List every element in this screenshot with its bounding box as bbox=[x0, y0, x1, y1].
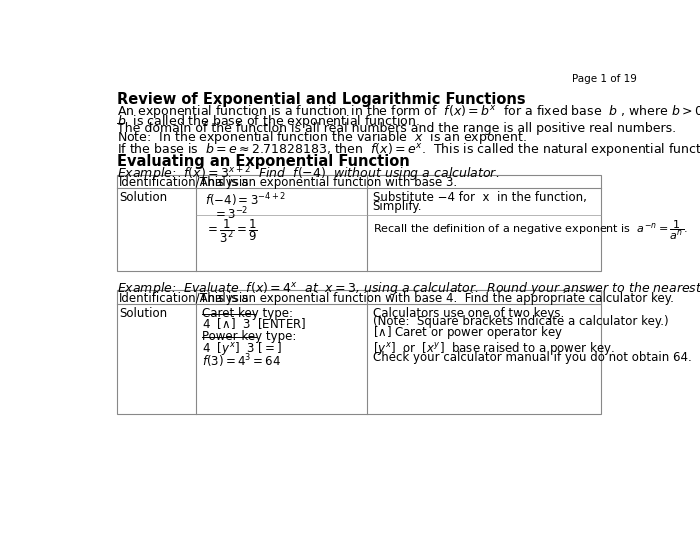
Text: Evaluating an Exponential Function: Evaluating an Exponential Function bbox=[117, 154, 410, 169]
Text: Identification/Analysis: Identification/Analysis bbox=[119, 292, 250, 305]
Text: Simplify.: Simplify. bbox=[372, 200, 422, 213]
Text: Review of Exponential and Logarithmic Functions: Review of Exponential and Logarithmic Fu… bbox=[117, 92, 526, 107]
Text: If the base is  $b=e\approx 2.71828183$, then  $f(x)=e^x$.  This is called the n: If the base is $b=e\approx 2.71828183$, … bbox=[117, 141, 700, 158]
Text: $f(3)=4^3=64$: $f(3)=4^3=64$ bbox=[202, 352, 281, 369]
Text: 4  $[y^x]$  3 $[=]$: 4 $[y^x]$ 3 $[=]$ bbox=[202, 340, 282, 357]
Text: $[y^x]$  or  $[x^y]$  base raised to a power key.: $[y^x]$ or $[x^y]$ base raised to a powe… bbox=[372, 340, 615, 357]
Text: $[\wedge]$ Caret or power operator key: $[\wedge]$ Caret or power operator key bbox=[372, 325, 563, 341]
Text: (Note:  Square brackets indicate a calculator key.): (Note: Square brackets indicate a calcul… bbox=[372, 315, 668, 328]
Text: Calculators use one of two keys.: Calculators use one of two keys. bbox=[372, 307, 564, 320]
Text: An exponential function is a function in the form of  $f(x)=b^x$  for a fixed ba: An exponential function is a function in… bbox=[117, 103, 700, 120]
Text: $b$  is called the base of the exponential function.: $b$ is called the base of the exponentia… bbox=[117, 113, 420, 130]
Text: Solution: Solution bbox=[119, 307, 167, 320]
Text: Substitute −4 for  x  in the function,: Substitute −4 for x in the function, bbox=[372, 191, 587, 204]
Text: Page 1 of 19: Page 1 of 19 bbox=[572, 74, 637, 84]
Bar bbox=[117, 175, 601, 271]
Text: $\mathit{Example}$:  Evaluate  $f(x)=4^x$  at  $x=3$, using a calculator.  Round: $\mathit{Example}$: Evaluate $f(x)=4^x$ … bbox=[117, 280, 700, 298]
Text: The domain of the function is all real numbers and the range is all positive rea: The domain of the function is all real n… bbox=[117, 122, 676, 135]
Text: $\mathit{Example}$:  $f(x)=3^{x+2}$  Find  $f(-4)$  without using a calculator.: $\mathit{Example}$: $f(x)=3^{x+2}$ Find … bbox=[117, 165, 499, 185]
Text: Solution: Solution bbox=[119, 191, 167, 204]
Text: This is an exponential function with base 4.  Find the appropriate calculator ke: This is an exponential function with bas… bbox=[200, 292, 673, 305]
Text: $f(-4)=3^{-4+2}$: $f(-4)=3^{-4+2}$ bbox=[205, 192, 286, 210]
Text: Power key type:: Power key type: bbox=[202, 330, 297, 343]
Bar bbox=[117, 291, 601, 414]
Text: 4  $[\wedge]$  3  [ENTER]: 4 $[\wedge]$ 3 [ENTER] bbox=[202, 316, 307, 332]
Text: Check your calculator manual if you do not obtain 64.: Check your calculator manual if you do n… bbox=[372, 351, 692, 364]
Text: Identification/Analysis: Identification/Analysis bbox=[119, 177, 250, 190]
Text: This is an exponential function with base 3.: This is an exponential function with bas… bbox=[200, 177, 457, 190]
Text: $=3^{-2}$: $=3^{-2}$ bbox=[213, 206, 248, 222]
Text: Note:  In the exponential function the variable  $x$  is an exponent.: Note: In the exponential function the va… bbox=[117, 130, 527, 146]
Text: Caret key type:: Caret key type: bbox=[202, 307, 293, 320]
Text: $=\dfrac{1}{3^2}=\dfrac{1}{9}$: $=\dfrac{1}{3^2}=\dfrac{1}{9}$ bbox=[205, 217, 258, 245]
Text: Recall the definition of a negative exponent is  $a^{-n}=\dfrac{1}{a^n}$.: Recall the definition of a negative expo… bbox=[372, 218, 687, 242]
